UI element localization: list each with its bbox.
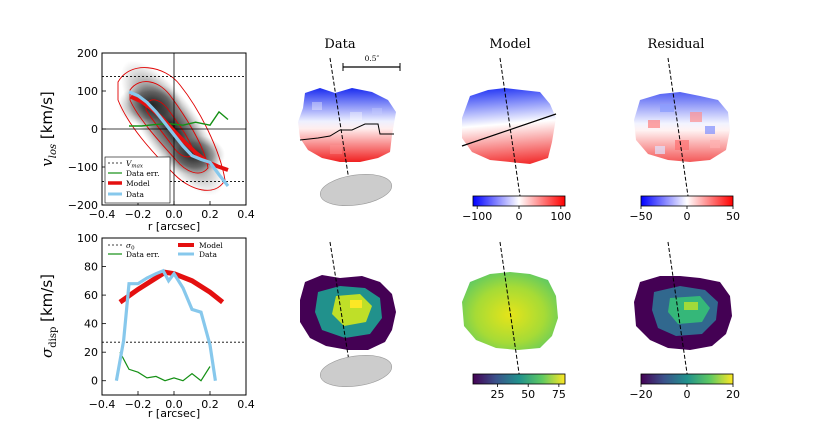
x-tick-label: 0.0 bbox=[165, 398, 183, 411]
dispersion-panel: −0.4 −0.2 0.0 0.2 0.4 0 20 40 60 80 100 r [arcsec… bbox=[38, 232, 255, 420]
colorbar-tick-label: 100 bbox=[550, 210, 571, 223]
scale-bar: 0.5″ bbox=[342, 54, 401, 71]
beam-ellipse-top bbox=[319, 174, 393, 206]
velocity-x-ticks: −0.4 −0.2 0.0 0.2 0.4 bbox=[89, 201, 255, 221]
svg-text:Vmax: Vmax bbox=[126, 159, 144, 170]
y-tick-label: 0 bbox=[91, 375, 98, 388]
model-velocity-map bbox=[461, 57, 557, 197]
title-data: Data bbox=[324, 37, 355, 52]
colorbar-model-velocity: −100 0 100 bbox=[462, 195, 571, 223]
title-residual: Residual bbox=[648, 37, 705, 52]
svg-text:Model: Model bbox=[199, 241, 223, 250]
velocity-data-error-line bbox=[129, 110, 229, 127]
data-velocity-map bbox=[298, 57, 396, 206]
colorbar-residual-dispersion: −20 0 20 bbox=[629, 373, 740, 401]
dispersion-data-line bbox=[114, 268, 217, 381]
svg-text:0.5″: 0.5″ bbox=[365, 54, 380, 63]
velocity-ylabel: vlos [km/s] bbox=[38, 91, 59, 166]
residual-velocity-map bbox=[634, 57, 730, 197]
colorbar-tick-label: 50 bbox=[521, 388, 535, 401]
colorbar-tick-label: −50 bbox=[629, 210, 652, 223]
svg-text:Data err.: Data err. bbox=[126, 250, 160, 259]
x-tick-label: 0.2 bbox=[201, 398, 219, 411]
dispersion-y-ticks: 0 20 40 60 80 100 bbox=[77, 232, 106, 388]
y-tick-label: 100 bbox=[77, 85, 98, 98]
y-tick-label: −100 bbox=[68, 161, 98, 174]
dispersion-xlabel: r [arcsec] bbox=[148, 407, 200, 420]
model-dispersion-map bbox=[462, 241, 558, 381]
dispersion-ylabel: σdisp [km/s] bbox=[38, 274, 59, 358]
svg-text:Model: Model bbox=[126, 179, 150, 188]
x-tick-label: −0.4 bbox=[89, 208, 116, 221]
svg-text:σ0: σ0 bbox=[126, 241, 135, 252]
colorbar-tick-label: 0 bbox=[684, 388, 691, 401]
y-tick-label: 20 bbox=[84, 346, 98, 359]
colorbar-tick-label: 0 bbox=[516, 210, 523, 223]
data-dispersion-map bbox=[300, 241, 396, 387]
y-tick-label: −200 bbox=[68, 199, 98, 212]
colorbar-tick-label: 20 bbox=[726, 388, 740, 401]
colorbar-tick-label: 50 bbox=[726, 210, 740, 223]
y-tick-label: 200 bbox=[77, 47, 98, 60]
residual-dispersion-map bbox=[634, 241, 732, 381]
colorbar-residual-velocity: −50 0 50 bbox=[629, 195, 740, 223]
colorbar-tick-label: 75 bbox=[552, 388, 566, 401]
x-tick-label: −0.4 bbox=[89, 398, 116, 411]
colorbar-tick-label: −20 bbox=[629, 388, 652, 401]
x-tick-label: −0.2 bbox=[125, 398, 152, 411]
y-tick-label: 40 bbox=[84, 318, 98, 331]
y-tick-label: 80 bbox=[84, 261, 98, 274]
colorbar-tick-label: 25 bbox=[491, 388, 505, 401]
x-tick-label: 0.0 bbox=[165, 208, 183, 221]
svg-text:Data: Data bbox=[199, 250, 217, 259]
dispersion-data-error-line bbox=[119, 351, 211, 382]
velocity-y-ticks: −200 −100 0 100 200 bbox=[68, 47, 106, 212]
velocity-xlabel: r [arcsec] bbox=[148, 220, 200, 233]
dispersion-x-ticks: −0.4 −0.2 0.0 0.2 0.4 bbox=[89, 391, 255, 411]
colorbar-model-dispersion: 25 50 75 bbox=[472, 373, 566, 401]
x-tick-label: 0.2 bbox=[201, 208, 219, 221]
velocity-legend: Vmax Data err. Model Data bbox=[104, 156, 171, 204]
svg-text:Data: Data bbox=[126, 190, 144, 199]
velocity-panel: −0.4 −0.2 0.0 0.2 0.4 −200 −100 0 100 200 r [arc… bbox=[38, 47, 255, 233]
colorbar-tick-label: −100 bbox=[462, 210, 492, 223]
dispersion-legend: σ0 Data err. Model Data bbox=[108, 241, 223, 259]
velocity-data-line bbox=[128, 90, 230, 187]
x-tick-label: 0.4 bbox=[237, 208, 255, 221]
beam-ellipse-bottom bbox=[319, 355, 393, 387]
colorbar-tick-label: 0 bbox=[684, 210, 691, 223]
dispersion-axes-frame bbox=[101, 237, 247, 396]
dispersion-model-line bbox=[118, 269, 225, 305]
y-tick-label: 0 bbox=[91, 123, 98, 136]
y-tick-label: 60 bbox=[84, 289, 98, 302]
x-tick-label: 0.4 bbox=[237, 398, 255, 411]
y-tick-label: 100 bbox=[77, 232, 98, 245]
title-model: Model bbox=[489, 37, 530, 52]
svg-text:Data err.: Data err. bbox=[126, 169, 160, 178]
x-tick-label: −0.2 bbox=[125, 208, 152, 221]
